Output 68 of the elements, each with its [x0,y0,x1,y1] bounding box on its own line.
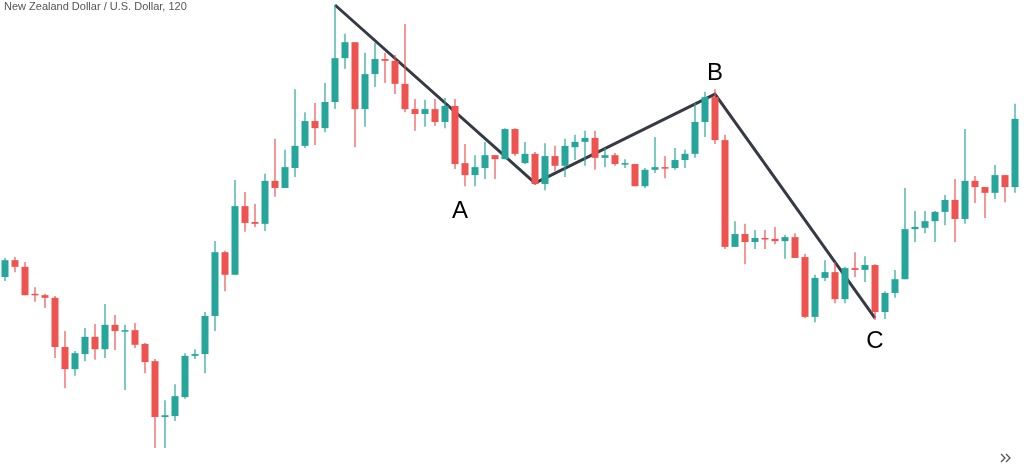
candlestick [481,141,489,180]
candlestick [111,314,119,351]
candlestick [641,167,649,189]
annotation: A [451,196,469,224]
candlestick [821,259,829,282]
candlestick [851,251,859,278]
candlestick [391,54,399,95]
candlestick [441,97,449,129]
candlestick [131,322,139,349]
candlestick [991,164,999,200]
candlestick [791,232,799,259]
candlestick [431,98,439,127]
candlestick [741,223,749,265]
candlestick [671,147,679,171]
candlestick [91,323,99,361]
candlestick [571,134,579,161]
candlestick [881,290,889,320]
candlestick [281,149,289,189]
candlestick [161,399,169,449]
annotation: C [866,326,884,354]
candlestick [561,138,569,178]
chart-title: New Zealand Dollar / U.S. Dollar, 120 [4,0,187,12]
candlestick [751,229,759,250]
candlestick [81,327,89,362]
candlestick [271,138,279,198]
candlestick [981,186,989,219]
candlestick [121,324,129,391]
annotation: B [706,58,724,86]
candlestick [371,42,379,88]
candlestick [241,191,249,233]
candlestick [311,102,319,146]
candlestick [191,348,199,360]
candlestick [621,158,629,169]
candlestick [781,234,789,260]
candlestick [891,269,899,299]
candlestick [221,250,229,292]
candlestick [41,293,49,309]
candlestick [581,130,589,167]
candlestick [1001,174,1009,203]
candlestick [141,342,149,374]
candlestick [521,141,529,165]
candlestick [951,178,959,243]
candlestick [381,52,389,84]
candlestick [971,175,979,204]
candlestick [341,33,349,70]
candlestick [921,210,929,234]
candlestick [491,154,499,180]
candlestick [461,143,469,187]
candlestick [421,99,429,128]
candlestick [731,220,739,248]
candlestick [171,383,179,422]
candlestick [1,257,9,282]
candlestick [61,330,69,389]
candlestick [861,255,869,283]
candlestick [601,147,609,168]
candlestick [761,229,769,250]
candlestick [251,203,259,228]
candlestick [661,155,669,179]
candlestick [681,149,689,169]
candlestick [941,194,949,226]
candlestick [291,88,299,178]
candlestick [551,145,559,172]
candlestick [651,136,659,174]
candlestick [71,350,79,377]
candlestick [471,154,479,187]
candlestick [591,130,599,171]
candlestick [931,210,939,243]
candlestick [411,98,419,132]
